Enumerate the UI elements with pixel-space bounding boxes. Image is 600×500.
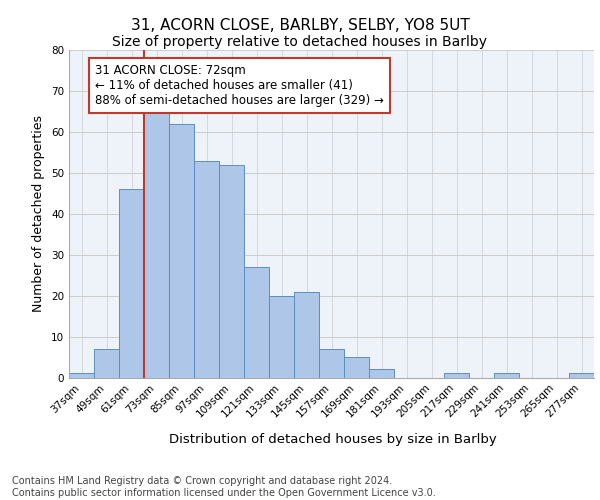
Bar [344,357,369,378]
Bar [144,103,169,378]
Bar [69,374,94,378]
Text: 31 ACORN CLOSE: 72sqm
← 11% of detached houses are smaller (41)
88% of semi-deta: 31 ACORN CLOSE: 72sqm ← 11% of detached … [95,64,384,108]
Text: Distribution of detached houses by size in Barlby: Distribution of detached houses by size … [169,432,497,446]
Bar [494,374,519,378]
Bar [219,164,244,378]
Bar [244,267,269,378]
Bar [269,296,294,378]
Bar [94,349,119,378]
Bar [569,374,594,378]
Bar [119,189,144,378]
Bar [369,370,394,378]
Text: Contains HM Land Registry data © Crown copyright and database right 2024.
Contai: Contains HM Land Registry data © Crown c… [12,476,436,498]
Text: 31, ACORN CLOSE, BARLBY, SELBY, YO8 5UT: 31, ACORN CLOSE, BARLBY, SELBY, YO8 5UT [131,18,469,32]
Bar [294,292,319,378]
Bar [169,124,194,378]
Bar [319,349,344,378]
Bar [194,160,219,378]
Text: Size of property relative to detached houses in Barlby: Size of property relative to detached ho… [113,35,487,49]
Bar [444,374,469,378]
Y-axis label: Number of detached properties: Number of detached properties [32,116,46,312]
